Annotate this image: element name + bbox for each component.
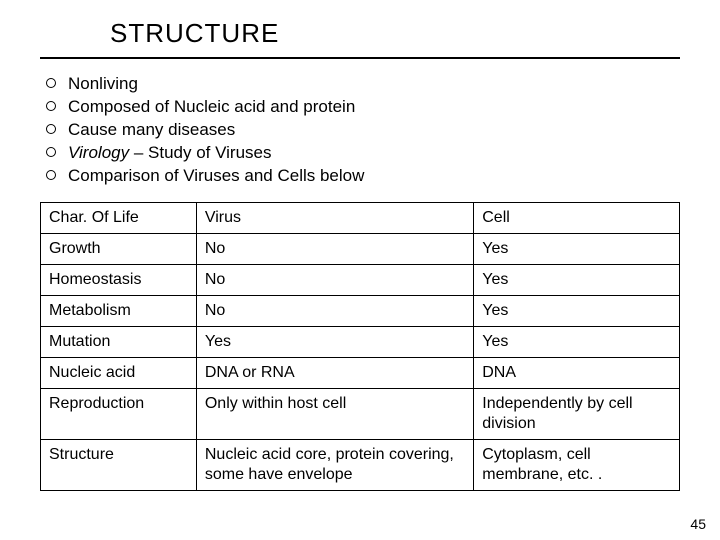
table-cell: Nucleic acid core, protein covering, som…: [196, 439, 473, 490]
table-cell: Reproduction: [41, 388, 197, 439]
page-number: 45: [690, 516, 706, 532]
table-cell: Yes: [474, 264, 680, 295]
list-item: Comparison of Viruses and Cells below: [46, 165, 680, 188]
table-cell: Yes: [474, 326, 680, 357]
table-row: Homeostasis No Yes: [41, 264, 680, 295]
bullet-text: Comparison of Viruses and Cells below: [68, 165, 680, 188]
list-item: Cause many diseases: [46, 119, 680, 142]
table-cell: Only within host cell: [196, 388, 473, 439]
table-header-cell: Char. Of Life: [41, 202, 197, 233]
list-item: Virology – Study of Viruses: [46, 142, 680, 165]
table-cell: Yes: [474, 295, 680, 326]
table-cell: Homeostasis: [41, 264, 197, 295]
table-cell: Cytoplasm, cell membrane, etc. .: [474, 439, 680, 490]
bullet-text: Nonliving: [68, 73, 680, 96]
table-row: Structure Nucleic acid core, protein cov…: [41, 439, 680, 490]
bullet-icon: [46, 101, 56, 111]
bullet-icon: [46, 78, 56, 88]
table-row: Reproduction Only within host cell Indep…: [41, 388, 680, 439]
table-row: Metabolism No Yes: [41, 295, 680, 326]
table-cell: Metabolism: [41, 295, 197, 326]
list-item: Composed of Nucleic acid and protein: [46, 96, 680, 119]
title-wrap: STRUCTURE: [40, 18, 680, 57]
italic-term: Virology: [68, 143, 129, 162]
bullet-list: Nonliving Composed of Nucleic acid and p…: [40, 73, 680, 188]
table-cell: No: [196, 233, 473, 264]
title-rule: [40, 57, 680, 59]
bullet-text: Virology – Study of Viruses: [68, 142, 680, 165]
page-title: STRUCTURE: [110, 18, 680, 49]
table-cell: Nucleic acid: [41, 357, 197, 388]
table-cell: Structure: [41, 439, 197, 490]
table-header-cell: Cell: [474, 202, 680, 233]
table-header-cell: Virus: [196, 202, 473, 233]
table-cell: DNA: [474, 357, 680, 388]
table-cell: Yes: [196, 326, 473, 357]
table-cell: DNA or RNA: [196, 357, 473, 388]
slide: STRUCTURE Nonliving Composed of Nucleic …: [0, 0, 720, 491]
table-cell: Yes: [474, 233, 680, 264]
table-cell: Growth: [41, 233, 197, 264]
table-row: Mutation Yes Yes: [41, 326, 680, 357]
bullet-rest: – Study of Viruses: [129, 143, 271, 162]
table-row: Char. Of Life Virus Cell: [41, 202, 680, 233]
list-item: Nonliving: [46, 73, 680, 96]
table-cell: Independently by cell division: [474, 388, 680, 439]
bullet-icon: [46, 170, 56, 180]
bullet-text: Composed of Nucleic acid and protein: [68, 96, 680, 119]
bullet-icon: [46, 124, 56, 134]
table-row: Growth No Yes: [41, 233, 680, 264]
table-cell: No: [196, 264, 473, 295]
table-cell: No: [196, 295, 473, 326]
bullet-icon: [46, 147, 56, 157]
comparison-table: Char. Of Life Virus Cell Growth No Yes H…: [40, 202, 680, 491]
table-cell: Mutation: [41, 326, 197, 357]
table-row: Nucleic acid DNA or RNA DNA: [41, 357, 680, 388]
bullet-text: Cause many diseases: [68, 119, 680, 142]
